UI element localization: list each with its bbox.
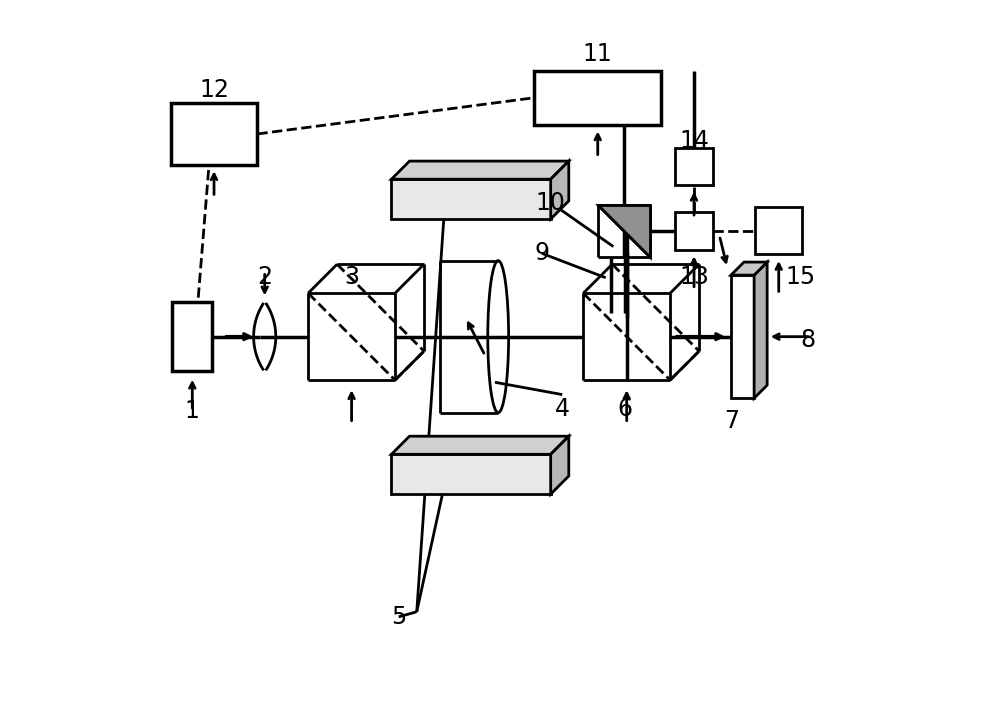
Polygon shape (731, 262, 767, 275)
Text: 9: 9 (534, 241, 549, 266)
Text: 15: 15 (785, 264, 816, 289)
Polygon shape (598, 205, 650, 257)
Text: 14: 14 (679, 129, 709, 153)
Bar (675, 212, 713, 250)
Text: 3: 3 (344, 264, 359, 289)
Polygon shape (391, 436, 569, 455)
Bar (171, 104, 257, 165)
Text: 7: 7 (724, 409, 739, 434)
Text: 2: 2 (257, 264, 272, 289)
Text: 11: 11 (583, 41, 613, 66)
Text: 5: 5 (391, 605, 406, 629)
Bar (755, 207, 802, 254)
Text: 4: 4 (555, 397, 570, 421)
Text: 8: 8 (800, 328, 815, 353)
Polygon shape (754, 262, 767, 398)
Text: 6: 6 (618, 397, 633, 421)
Polygon shape (391, 455, 551, 494)
Text: 13: 13 (679, 264, 709, 289)
Bar (172, 303, 212, 371)
Polygon shape (391, 161, 569, 180)
Bar (675, 148, 713, 185)
Text: 12: 12 (199, 77, 229, 102)
Text: 10: 10 (536, 190, 566, 215)
Polygon shape (391, 180, 551, 219)
Polygon shape (731, 275, 754, 398)
Text: 1: 1 (185, 398, 200, 423)
Polygon shape (551, 161, 569, 219)
Polygon shape (551, 436, 569, 494)
Bar (534, 71, 661, 125)
